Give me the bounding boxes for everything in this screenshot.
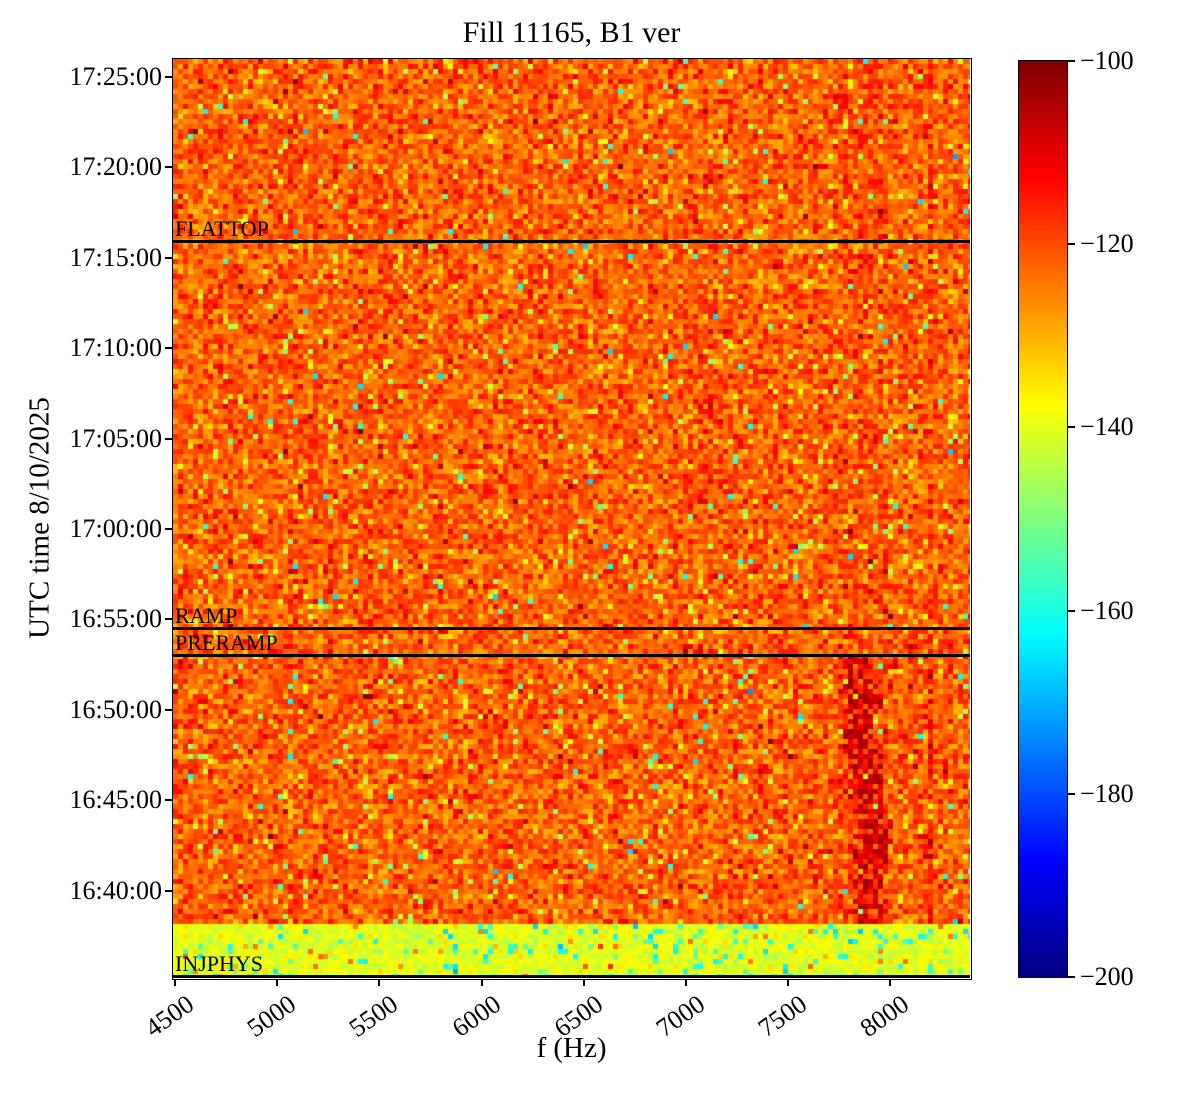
beam-mode-line-preramp	[173, 653, 970, 657]
y-tick-label: 17:10:00	[69, 333, 162, 363]
y-tick-mark	[165, 166, 172, 169]
x-tick-mark	[889, 979, 892, 986]
y-tick-mark	[165, 708, 172, 711]
x-tick-mark	[378, 979, 381, 986]
x-tick-mark	[276, 979, 279, 986]
beam-mode-label-flattop: FLATTOP	[175, 216, 269, 242]
x-tick-mark	[787, 979, 790, 986]
colorbar-tick-mark	[1068, 243, 1075, 246]
x-tick-mark	[582, 979, 585, 986]
y-tick-label: 17:05:00	[69, 423, 162, 453]
colorbar	[1019, 61, 1067, 977]
colorbar-tick-mark	[1068, 976, 1075, 978]
y-tick-label: 16:45:00	[69, 785, 162, 815]
y-tick-label: 17:00:00	[69, 514, 162, 544]
beam-mode-line-flattop	[173, 240, 970, 244]
y-tick-mark	[165, 347, 172, 350]
beam-mode-label-injphys: INJPHYS	[175, 951, 264, 976]
colorbar-tick-label: −160	[1080, 595, 1134, 625]
y-tick-mark	[165, 76, 172, 79]
y-tick-label: 16:50:00	[69, 694, 162, 724]
colorbar-tick-mark	[1068, 426, 1075, 429]
y-tick-mark	[165, 528, 172, 531]
y-tick-label: 16:40:00	[69, 875, 162, 905]
colorbar-tick-mark	[1068, 609, 1075, 612]
chart-title: Fill 11165, B1 ver	[462, 16, 681, 49]
colorbar-tick-mark	[1068, 60, 1075, 62]
beam-mode-line-ramp	[173, 626, 970, 630]
y-tick-label: 17:15:00	[69, 242, 162, 272]
colorbar-tick-label: −100	[1080, 46, 1134, 75]
y-tick-mark	[165, 799, 172, 802]
y-tick-mark	[165, 889, 172, 892]
y-tick-label: 17:25:00	[69, 62, 162, 92]
x-tick-mark	[684, 979, 687, 986]
colorbar-tick-label: −180	[1080, 778, 1134, 808]
beam-mode-line-injphys	[173, 975, 970, 978]
x-axis-label: f (Hz)	[536, 1032, 607, 1064]
colorbar-tick-label: −200	[1080, 962, 1134, 991]
y-tick-mark	[165, 256, 172, 259]
x-tick-mark	[174, 979, 177, 986]
colorbar-tick-label: −120	[1080, 229, 1134, 259]
x-tick-mark	[480, 979, 483, 986]
colorbar-tick-mark	[1068, 792, 1075, 795]
y-tick-label: 16:55:00	[69, 604, 162, 634]
y-tick-label: 17:20:00	[69, 152, 162, 182]
colorbar-tick-label: −140	[1080, 412, 1134, 442]
y-tick-mark	[165, 437, 172, 440]
spectrogram-heatmap	[173, 59, 970, 978]
beam-mode-label-preramp: PRERAMP	[175, 629, 278, 655]
beam-mode-label-ramp: RAMP	[175, 602, 238, 628]
y-tick-mark	[165, 618, 172, 621]
